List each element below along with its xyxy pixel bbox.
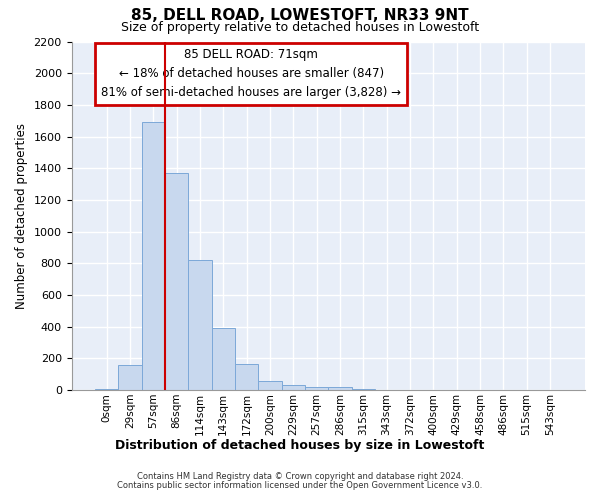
Bar [212,328,235,390]
Text: Size of property relative to detached houses in Lowestoft: Size of property relative to detached ho… [121,21,479,34]
Bar [235,364,258,390]
Bar [118,364,142,390]
Bar [95,388,118,390]
Bar [142,122,165,390]
Y-axis label: Number of detached properties: Number of detached properties [15,123,28,309]
Bar [352,388,375,390]
Text: 85 DELL ROAD: 71sqm
← 18% of detached houses are smaller (847)
81% of semi-detac: 85 DELL ROAD: 71sqm ← 18% of detached ho… [101,48,401,100]
Bar [258,380,281,390]
Text: 85, DELL ROAD, LOWESTOFT, NR33 9NT: 85, DELL ROAD, LOWESTOFT, NR33 9NT [131,8,469,22]
Bar [305,387,328,390]
Text: Distribution of detached houses by size in Lowestoft: Distribution of detached houses by size … [115,440,485,452]
Bar [165,173,188,390]
Bar [281,386,305,390]
Text: Contains HM Land Registry data © Crown copyright and database right 2024.: Contains HM Land Registry data © Crown c… [137,472,463,481]
Bar [188,260,212,390]
Text: Contains public sector information licensed under the Open Government Licence v3: Contains public sector information licen… [118,481,482,490]
Bar [328,387,352,390]
